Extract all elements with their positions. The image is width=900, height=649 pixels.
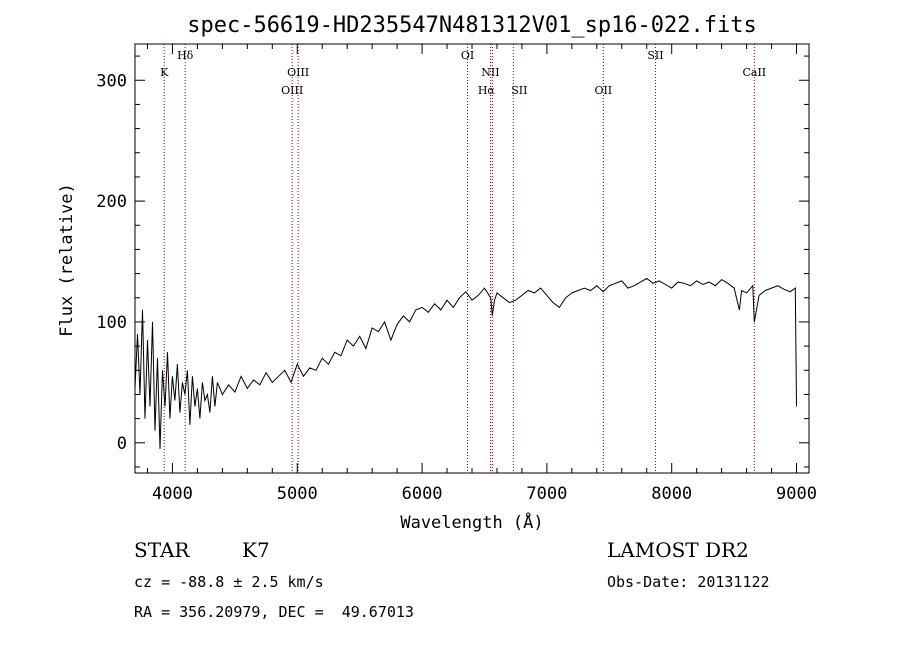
annotation-label: OII: [594, 84, 612, 97]
x-axis-ticks: 4000 5000 6000 7000 8000 9000: [146, 44, 817, 504]
chart-title: spec-56619-HD235547N481312V01_sp16-022.f…: [187, 13, 757, 38]
observation-date: Obs-Date: 20131122: [607, 573, 770, 591]
y-tick-label: 100: [96, 313, 127, 333]
annotation-label: OIII: [287, 66, 309, 79]
annotation-label: Hδ: [177, 49, 194, 62]
spectrum-line: [134, 277, 797, 449]
annotation-label: NII: [481, 66, 499, 79]
annotation-label: K: [160, 66, 169, 79]
y-tick-label: 300: [96, 71, 127, 91]
object-type: STAR: [134, 538, 190, 562]
x-tick-label: 8000: [651, 484, 692, 504]
plot-frame: [134, 43, 810, 474]
annotation-label: SII: [647, 49, 663, 62]
object-subclass: K7: [242, 538, 270, 562]
x-tick-label: 6000: [402, 484, 443, 504]
annotation-label: Hα: [478, 84, 496, 97]
y-axis-label: Flux (relative): [57, 183, 77, 337]
y-tick-label: 0: [117, 434, 127, 454]
annotation-labels: K Hδ OIII OIII OI NII Hα SII OII SII CaII: [160, 49, 766, 97]
y-tick-label: 200: [96, 192, 127, 212]
x-tick-label: 4000: [152, 484, 193, 504]
annotation-lines: [163, 44, 755, 473]
x-tick-label: 9000: [776, 484, 817, 504]
coordinates: RA = 356.20979, DEC = 49.67013: [134, 603, 414, 621]
x-tick-label: 7000: [526, 484, 567, 504]
annotation-label: CaII: [742, 66, 766, 79]
redshift-cz: cz = -88.8 ± 2.5 km/s: [134, 573, 324, 591]
y-axis-ticks: 0 100 200 300: [96, 55, 809, 468]
x-axis-label: Wavelength (Å): [400, 511, 543, 533]
annotation-label: SII: [511, 84, 527, 97]
annotation-label: OI: [461, 49, 474, 62]
survey-name: LAMOST DR2: [607, 538, 749, 562]
annotation-label: OIII: [281, 84, 303, 97]
x-tick-label: 5000: [277, 484, 318, 504]
